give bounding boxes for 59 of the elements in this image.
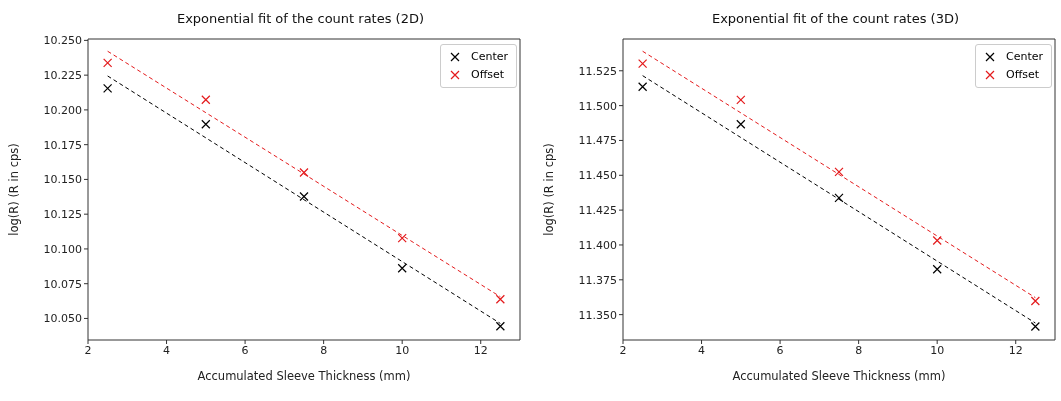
y-tick-label: 10.175 xyxy=(43,138,82,152)
y-tick-label: 11.400 xyxy=(578,238,617,252)
x-tick-label: 10 xyxy=(395,343,410,357)
point xyxy=(736,119,746,129)
point xyxy=(201,119,211,129)
y-tick-label: 10.050 xyxy=(43,312,82,326)
x-tick-label: 6 xyxy=(241,343,249,357)
legend-label: Center xyxy=(470,49,508,65)
y-tick-label: 11.425 xyxy=(578,204,617,218)
y-tick-label: 10.225 xyxy=(43,69,82,83)
point xyxy=(299,191,309,202)
x-tick-label: 8 xyxy=(855,343,863,357)
y-tick-label: 10.100 xyxy=(43,242,82,256)
y-tick-label: 10.125 xyxy=(43,208,82,222)
y-tick-label: 11.525 xyxy=(578,64,617,78)
x-axis-title: Accumulated Sleeve Thickness (mm) xyxy=(197,369,411,384)
y-tick-label: 10.250 xyxy=(43,34,82,48)
y-tick-label: 11.350 xyxy=(578,308,617,322)
point xyxy=(834,193,844,203)
y-tick-label: 10.150 xyxy=(43,173,82,187)
x-axis-title: Accumulated Sleeve Thickness (mm) xyxy=(732,369,946,384)
x-tick-label: 8 xyxy=(320,343,328,357)
y-tick-label: 10.200 xyxy=(43,103,82,117)
legend-label: Offset xyxy=(470,67,505,83)
chart-title: Exponential fit of the count rates (3D) xyxy=(710,10,961,28)
point xyxy=(495,321,505,331)
point xyxy=(299,167,309,178)
x-tick-label: 2 xyxy=(84,343,92,357)
point xyxy=(1030,296,1040,306)
point xyxy=(932,235,942,246)
point xyxy=(201,95,211,105)
y-tick-label: 11.475 xyxy=(578,134,617,148)
y-tick-label: 10.075 xyxy=(43,277,82,291)
point xyxy=(638,59,648,69)
chart-title: Exponential fit of the count rates (2D) xyxy=(175,10,426,28)
legend-label: Center xyxy=(1005,49,1043,65)
y-axis-title: log(R) (R in cps) xyxy=(542,143,557,236)
x-tick-label: 4 xyxy=(698,343,706,357)
x-tick-label: 12 xyxy=(473,343,488,357)
x-tick-label: 2 xyxy=(619,343,627,357)
x-tick-label: 12 xyxy=(1008,343,1023,357)
point xyxy=(397,263,407,273)
y-tick-label: 11.500 xyxy=(578,99,617,113)
point xyxy=(103,58,113,68)
x-tick-label: 6 xyxy=(776,343,784,357)
point xyxy=(397,233,407,243)
point xyxy=(736,95,746,105)
point xyxy=(638,82,648,92)
x-tick-label: 4 xyxy=(163,343,171,357)
x-tick-label: 10 xyxy=(930,343,945,357)
y-axis-title: log(R) (R in cps) xyxy=(7,143,22,236)
point xyxy=(834,167,844,177)
point xyxy=(495,294,505,304)
point xyxy=(103,83,113,93)
point xyxy=(932,264,942,274)
point xyxy=(1030,321,1040,332)
legend-label: Offset xyxy=(1005,67,1040,83)
y-tick-label: 11.450 xyxy=(578,169,617,183)
y-tick-label: 11.375 xyxy=(578,273,617,287)
